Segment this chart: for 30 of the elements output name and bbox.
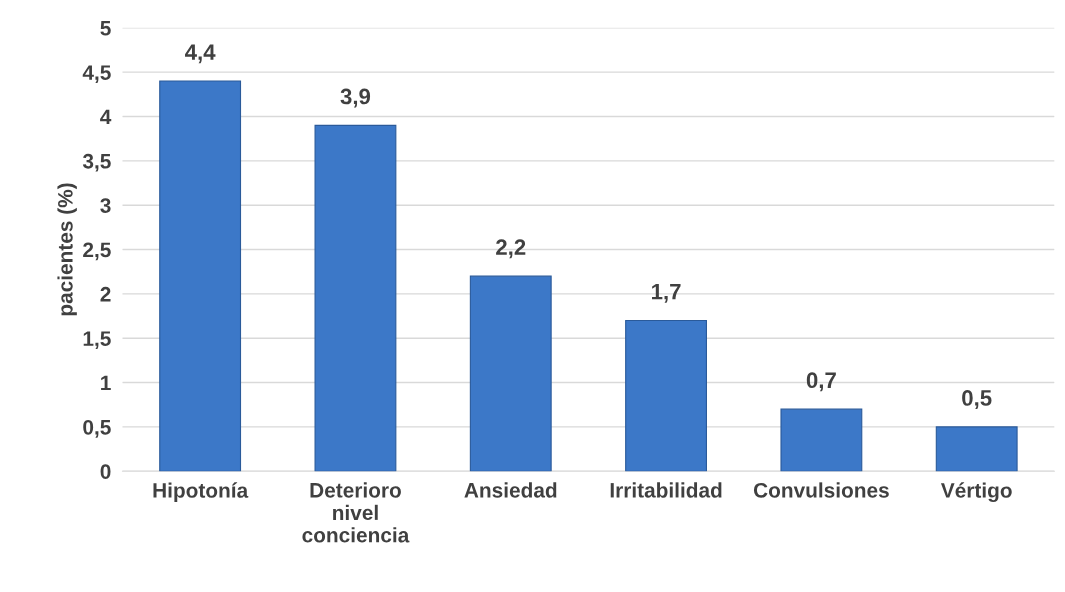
y-axis-title: pacientes (%)	[57, 183, 77, 316]
y-tick-label: 1	[101, 375, 111, 391]
y-tick-label: 5	[100, 21, 111, 36]
data-label: 1,7	[652, 283, 681, 303]
bar	[625, 319, 708, 472]
bar	[469, 275, 552, 472]
y-tick-label: 0,5	[83, 419, 111, 438]
y-tick-label: 4	[100, 109, 112, 125]
data-label: 4,4	[185, 44, 216, 64]
bar	[314, 124, 397, 472]
x-tick-label: Deterioro nivel conciencia	[302, 482, 410, 543]
x-tick-label: Convulsiones	[753, 482, 889, 498]
y-tick-label: 1,5	[83, 331, 111, 349]
x-tick-label: Ansiedad	[464, 482, 557, 498]
data-label: 3,9	[340, 88, 371, 108]
y-tick-label: 2,5	[83, 242, 111, 261]
y-tick-label: 4,5	[82, 65, 111, 83]
y-tick-label: 2	[100, 286, 111, 302]
data-label: 0,7	[806, 372, 836, 392]
y-tick-label: 3	[100, 198, 111, 213]
x-tick-label: Irritabilidad	[610, 482, 722, 498]
x-tick-label: Hipotonía	[153, 482, 249, 502]
data-label: 0,5	[962, 390, 992, 410]
bar	[780, 408, 863, 472]
data-label: 2,2	[496, 239, 526, 259]
bar	[159, 80, 242, 472]
y-tick-label: 3,5	[82, 153, 111, 172]
bar	[935, 426, 1018, 472]
y-tick-label: 0	[100, 464, 111, 479]
x-tick-label: Vértigo	[940, 482, 1012, 503]
